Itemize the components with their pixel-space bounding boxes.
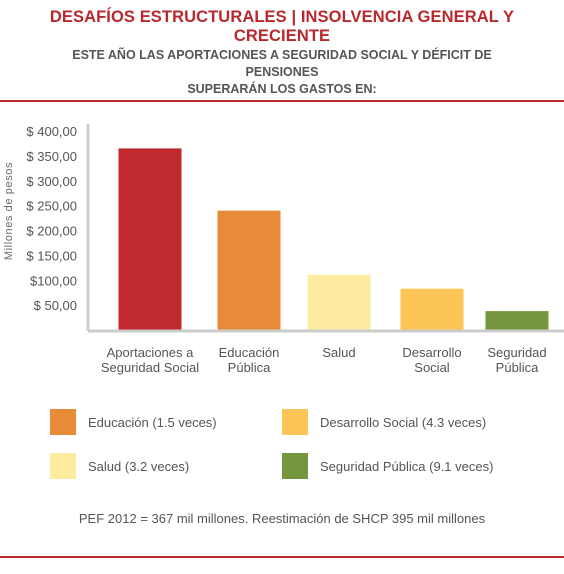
legend-label-desarrollo: Desarrollo Social (4.3 veces) xyxy=(320,414,487,430)
x-category-labels: Aportaciones a Seguridad Social Educación P… xyxy=(101,345,547,375)
subtitle-line-1: ESTE AÑO LAS APORTACIONES A SEGURIDAD SO… xyxy=(72,48,492,79)
legend-item-seguridad: Seguridad Pública (9.1 veces) xyxy=(282,453,493,479)
legend-swatch-seguridad xyxy=(282,453,308,479)
x-tick-label-desarrollo: Desarrollo Social xyxy=(402,345,461,375)
bar-aportaciones xyxy=(118,148,182,330)
legend-swatch-desarrollo xyxy=(282,409,308,435)
chart-subtitle: ESTE AÑO LAS APORTACIONES A SEGURIDAD SO… xyxy=(40,47,524,98)
x-tick-label-aportaciones: Aportaciones a Seguridad Social xyxy=(101,345,199,375)
chart-axes xyxy=(86,124,564,333)
top-divider xyxy=(0,100,564,102)
x-tick-label-seguridad: Seguridad Pública xyxy=(487,345,546,375)
x-tick-label-salud: Salud xyxy=(322,345,355,360)
y-tick-label: $ 250,00 xyxy=(26,199,77,214)
y-tick-labels: $ 50,00 $100,00 $ 150,00 $ 200,00 $ 250,00 $ … xyxy=(26,124,77,313)
bar-salud xyxy=(307,274,371,330)
legend-label-seguridad: Seguridad Pública (9.1 veces) xyxy=(320,458,494,474)
legend-item-desarrollo: Desarrollo Social (4.3 veces) xyxy=(282,409,486,435)
bar-desarrollo xyxy=(400,288,464,330)
y-tick-label: $ 200,00 xyxy=(26,224,77,239)
legend-item-salud: Salud (3.2 veces) xyxy=(50,453,189,479)
bar-seguridad xyxy=(485,311,549,330)
chart-bars xyxy=(118,148,549,330)
subtitle-line-2: SUPERARÁN LOS GASTOS EN: xyxy=(187,82,377,96)
title-separator: | xyxy=(291,8,297,26)
title-part-2: INSOLVENCIA GENERAL Y CRECIENTE xyxy=(233,8,515,45)
bottom-divider xyxy=(0,556,564,558)
y-tick-label: $ 300,00 xyxy=(26,174,77,189)
legend-label-salud: Salud (3.2 veces) xyxy=(88,458,190,474)
legend-item-educacion: Educación (1.5 veces) xyxy=(50,409,217,435)
y-tick-label: $100,00 xyxy=(30,273,77,288)
y-tick-label: $ 350,00 xyxy=(26,149,77,164)
page-title: DESAFÍOS ESTRUCTURALES | INSOLVENCIA GEN… xyxy=(0,8,564,46)
y-tick-label: $ 50,00 xyxy=(34,298,77,313)
legend-swatch-educacion xyxy=(50,409,76,435)
legend-label-educacion: Educación (1.5 veces) xyxy=(88,414,217,430)
legend-swatch-salud xyxy=(50,453,76,479)
y-tick-label: $ 150,00 xyxy=(26,248,77,263)
title-part-1: DESAFÍOS ESTRUCTURALES xyxy=(49,8,287,26)
x-tick-label-educacion: Educación Pública xyxy=(219,345,280,375)
bar-chart: $ 50,00 $100,00 $ 150,00 $ 200,00 $ 250,00 $ … xyxy=(3,124,564,375)
footnote: PEF 2012 = 367 mil millones. Reestimació… xyxy=(78,511,486,526)
y-tick-label: $ 400,00 xyxy=(26,124,77,139)
bar-educacion xyxy=(217,210,281,330)
y-axis-label: Millones de pesos xyxy=(3,162,15,260)
